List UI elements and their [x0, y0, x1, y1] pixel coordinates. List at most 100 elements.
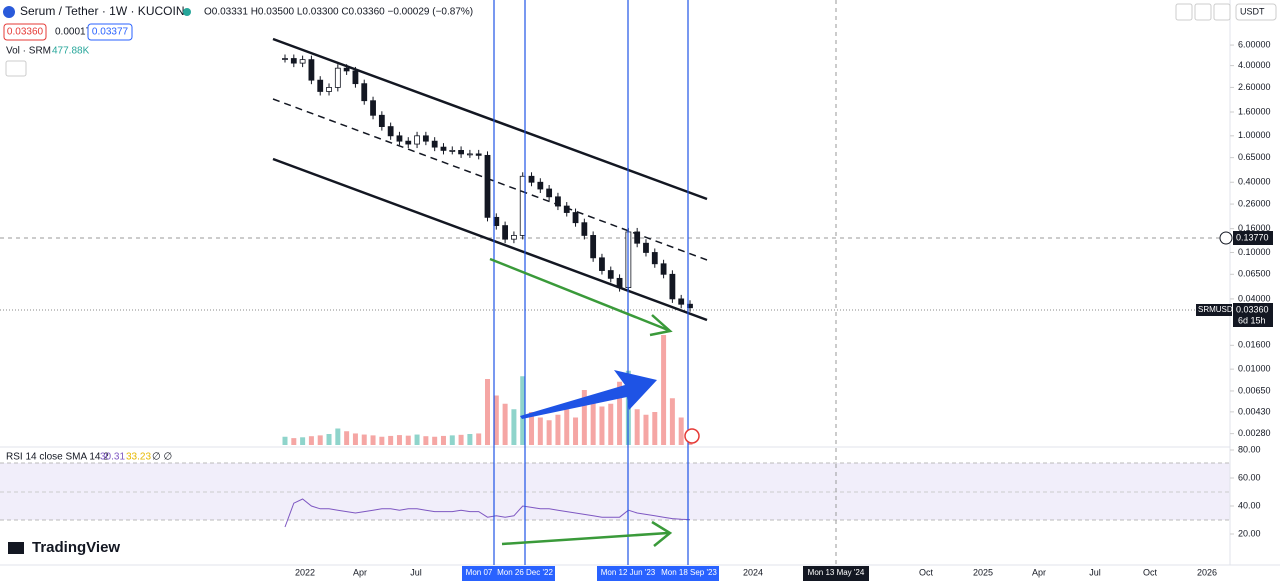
candle [511, 235, 517, 240]
rsi-label: RSI 14 close SMA 14 2 [6, 452, 109, 463]
volume-bar [352, 433, 358, 445]
y-tick-label: 0.06500 [1238, 269, 1271, 279]
x-tick-label: Oct [919, 567, 934, 577]
y-tick-label: 0.01000 [1238, 364, 1271, 374]
volume-bar [581, 390, 587, 445]
rsi-tick-label: 20.00 [1238, 528, 1261, 538]
x-tick-label: Apr [353, 567, 367, 577]
header: Serum / Tether · 1W · KUCOIN O0.03331 H0… [3, 3, 1277, 556]
candle [317, 79, 324, 92]
volume-bar [537, 417, 543, 445]
volume-bar [300, 437, 306, 445]
volume-bar [573, 417, 579, 445]
candle [528, 175, 535, 183]
x-tick-label: Apr [1032, 567, 1046, 577]
volume-bar [608, 403, 614, 445]
candle [590, 235, 597, 259]
volume-bar [520, 376, 526, 445]
candle [599, 257, 605, 271]
y-tick-label: 0.16000 [1238, 223, 1271, 233]
marker-label: Mon 13 May '24 [808, 568, 865, 577]
volume-bar [652, 412, 658, 445]
logo: TradingView [32, 539, 120, 556]
candle [422, 135, 429, 142]
x-tick-label: 2025 [973, 567, 993, 577]
candle [475, 153, 482, 156]
candle [387, 126, 394, 137]
y-tick-label: 2.60000 [1238, 82, 1271, 92]
x-tick-label: Jul [410, 567, 422, 577]
candle [669, 273, 676, 300]
candle [431, 140, 438, 148]
volume-bar [634, 409, 640, 445]
candle [290, 58, 297, 64]
candle [343, 67, 350, 72]
volume-label: Vol · SRM [6, 46, 51, 57]
volume-bar [467, 434, 473, 445]
symbol: Serum / Tether · 1W · KUCOIN [20, 4, 184, 18]
volume-bar [617, 381, 623, 445]
channel-mid [272, 98, 708, 261]
x-tick-label: 2024 [743, 567, 763, 577]
volume-bar [344, 431, 350, 445]
marker-label: Mon 07 [466, 568, 493, 577]
candle [502, 225, 509, 240]
candle [607, 270, 614, 279]
volume-bar [511, 409, 517, 445]
candle [308, 59, 315, 81]
tag-symbol: SRMUSDT [1198, 305, 1238, 314]
volume-bar [282, 436, 288, 445]
candle [546, 188, 553, 198]
volume-bar [308, 436, 314, 445]
x-tick-label: 2022 [295, 567, 315, 577]
ohlc: O0.03331 H0.03500 L0.03300 C0.03360 −0.0… [204, 7, 473, 18]
rsi-tick-label: 40.00 [1238, 500, 1261, 510]
volume-bar [361, 434, 367, 445]
y-tick-label: 0.00650 [1238, 385, 1271, 395]
volume-bar [440, 435, 446, 445]
volume-bar [370, 435, 376, 445]
candle [651, 252, 658, 265]
candle [537, 181, 544, 190]
candle [378, 114, 385, 127]
currency-button[interactable] [1235, 3, 1277, 21]
volume-bar [546, 420, 552, 445]
y-tick-label: 4.00000 [1238, 60, 1271, 70]
volume-bar [555, 414, 561, 445]
candle [466, 153, 473, 156]
marker-bg [462, 566, 496, 581]
volume-bar [432, 436, 438, 445]
blue-arrow [520, 370, 657, 419]
y-tick-label: 0.10000 [1238, 247, 1271, 257]
y-tick-label: 1.00000 [1238, 130, 1271, 140]
x-tick-label: Oct [1143, 567, 1158, 577]
volume-value: 477.88K [52, 46, 90, 57]
volume-bar [396, 435, 402, 445]
marker-bg [597, 566, 659, 581]
marker-label: Mon 18 Sep '23 [661, 568, 717, 577]
candle [361, 83, 368, 102]
tag-crosshair: 0.13770 [1236, 232, 1269, 242]
green-arrows [489, 257, 673, 547]
candle [352, 70, 359, 85]
x-tick-label: 2026 [1197, 567, 1217, 577]
y-tick-label: 0.00430 [1238, 406, 1271, 416]
volume-bar [678, 417, 684, 445]
volume-bar [458, 434, 464, 445]
rsi-tick-label: 60.00 [1238, 472, 1261, 482]
y-tick-label: 0.26000 [1238, 198, 1271, 208]
candle [581, 222, 588, 236]
y-tick-label: 6.00000 [1238, 39, 1271, 49]
volume-bar [599, 406, 605, 445]
candle [326, 87, 332, 92]
ask: 0.03377 [92, 27, 129, 38]
rsi-value: 30.31 [100, 452, 125, 463]
candle [334, 67, 341, 88]
candle [458, 149, 464, 155]
candle [484, 154, 491, 218]
candle [370, 100, 376, 116]
volume-bar [502, 403, 508, 445]
toolbar [1175, 3, 1231, 21]
candle [660, 263, 667, 275]
volume-bar [661, 335, 667, 445]
